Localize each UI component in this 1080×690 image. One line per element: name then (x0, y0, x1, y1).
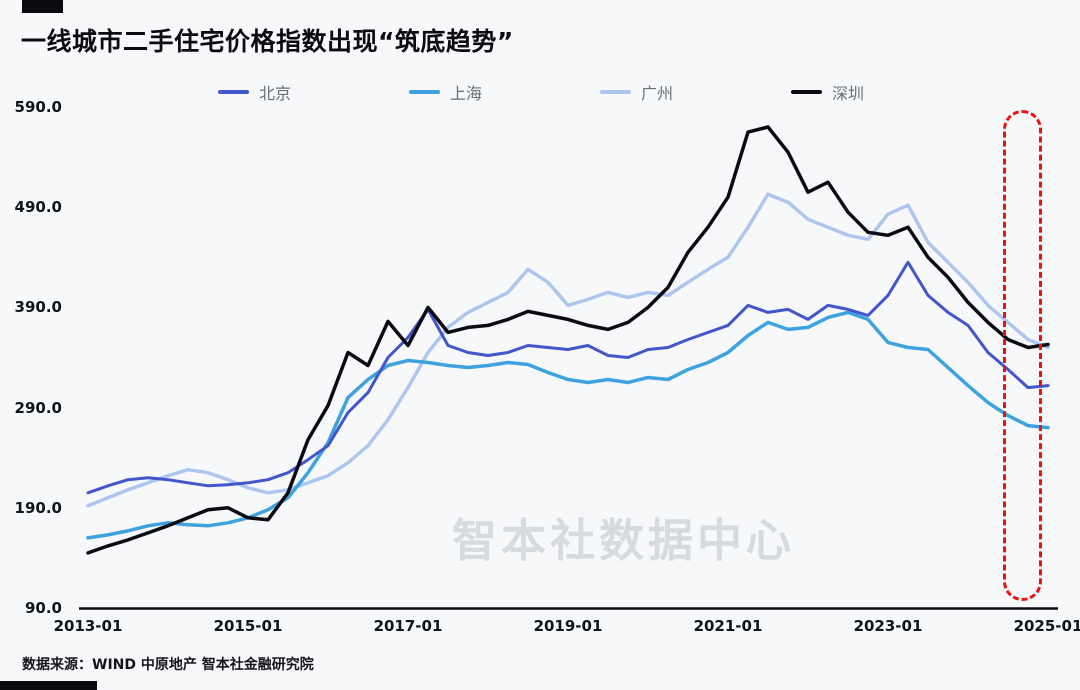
series-line-beijing (86, 260, 1050, 495)
bottom-corner-bar (0, 681, 97, 690)
y-tick-label: 90.0 (24, 599, 62, 617)
y-tick-label: 290.0 (14, 398, 62, 417)
y-tick-label: 390.0 (14, 298, 62, 317)
series-line-shenzhen (86, 125, 1050, 555)
legend-swatch-shanghai (409, 90, 441, 94)
legend-label-shanghai: 上海 (450, 84, 483, 103)
highlight-dashed-box (1003, 110, 1042, 601)
x-tick-label: 2019-01 (533, 617, 603, 635)
legend-item-beijing: 北京 (218, 80, 291, 104)
series-line-guangzhou (86, 192, 1050, 508)
legend-swatch-guangzhou (600, 90, 632, 94)
x-tick-label: 2025-01 (1013, 617, 1080, 635)
legend: 北京 上海 广州 深圳 (218, 80, 864, 104)
top-corner-bar (22, 0, 63, 13)
x-tick-label: 2015-01 (213, 617, 283, 635)
x-tick-label: 2021-01 (693, 617, 763, 635)
legend-label-beijing: 北京 (259, 84, 292, 103)
x-tick-label: 2023-01 (853, 617, 923, 635)
legend-label-shenzhen: 深圳 (832, 84, 865, 103)
y-tick-label: 190.0 (14, 498, 62, 517)
source-note: 数据来源：WIND 中原地产 智本社金融研究院 (22, 657, 314, 673)
y-tick-label: 590.0 (14, 98, 62, 116)
chart-title: 一线城市二手住宅价格指数出现“筑底趋势” (21, 27, 514, 56)
legend-item-shenzhen: 深圳 (791, 80, 864, 104)
legend-swatch-beijing (218, 90, 249, 94)
watermark: 智本社数据中心 (452, 514, 796, 567)
x-tick-label: 2013-01 (53, 617, 123, 635)
x-tick-label: 2017-01 (373, 617, 443, 635)
legend-item-guangzhou: 广州 (600, 80, 673, 104)
series-line-shanghai (86, 310, 1050, 540)
y-tick-label: 490.0 (14, 198, 62, 217)
legend-swatch-shenzhen (791, 90, 823, 94)
legend-label-guangzhou: 广州 (641, 84, 674, 103)
legend-item-shanghai: 上海 (409, 80, 482, 104)
